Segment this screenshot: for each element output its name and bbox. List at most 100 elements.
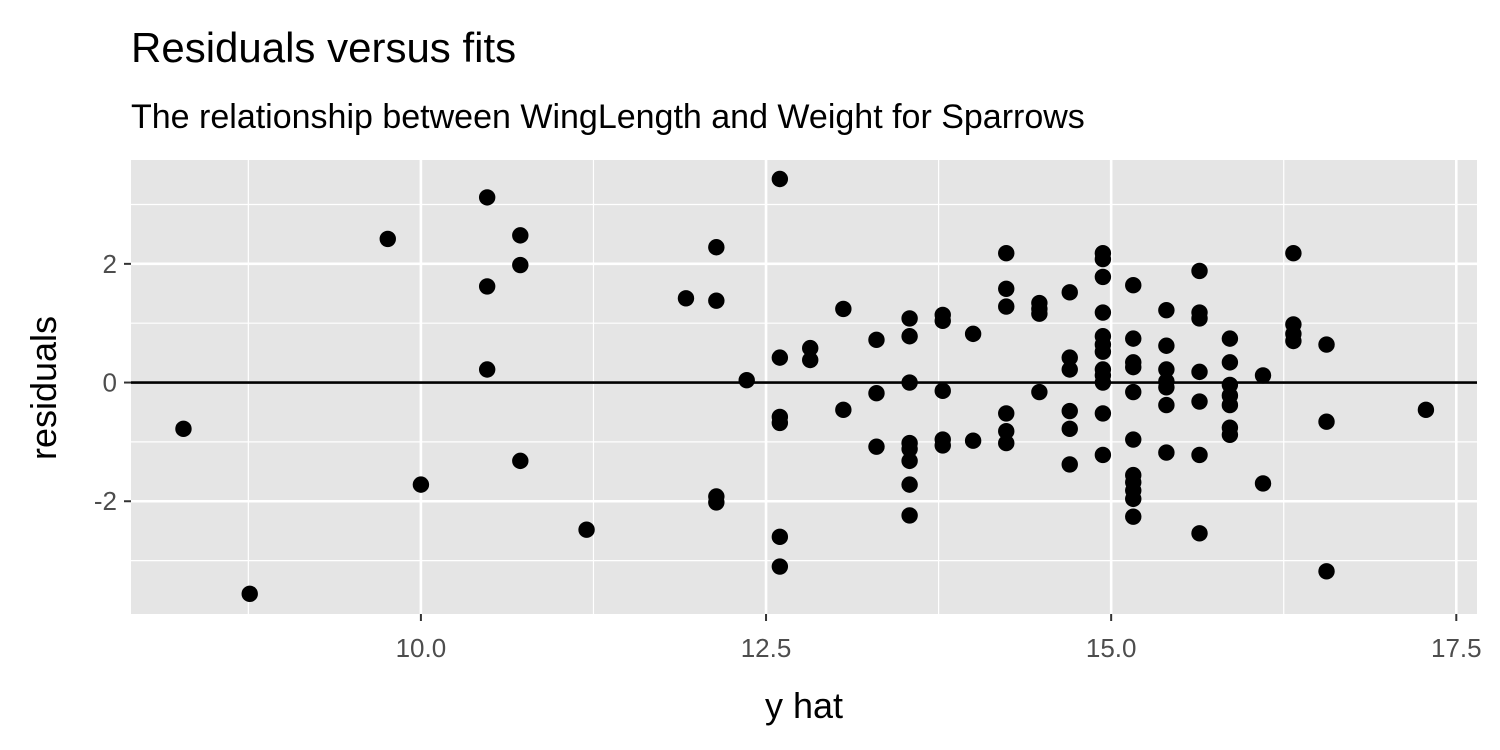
data-point xyxy=(1061,456,1078,473)
y-axis: -2 0 2 xyxy=(94,249,131,516)
data-point xyxy=(1285,332,1302,350)
data-point xyxy=(1254,367,1272,384)
data-point xyxy=(1094,374,1112,391)
data-point xyxy=(1125,383,1142,401)
chart-subtitle: The relationship between WingLength and … xyxy=(131,98,1085,136)
data-point xyxy=(901,310,918,327)
data-point xyxy=(1125,277,1142,294)
data-point xyxy=(478,361,496,378)
data-point xyxy=(1094,250,1112,268)
data-point xyxy=(1221,354,1239,371)
data-point xyxy=(934,312,951,330)
data-point xyxy=(901,452,918,470)
data-point xyxy=(175,420,192,438)
data-point xyxy=(1191,262,1208,280)
y-axis-title: residuals xyxy=(23,316,64,460)
data-point xyxy=(1221,396,1239,414)
data-point xyxy=(802,339,819,357)
y-tick-label: -2 xyxy=(94,486,117,516)
data-point xyxy=(1191,525,1208,542)
data-point xyxy=(241,585,258,603)
x-axis-title: y hat xyxy=(765,685,843,726)
grid-minor xyxy=(131,160,1477,614)
data-point xyxy=(478,189,496,206)
data-point xyxy=(512,227,529,244)
data-point xyxy=(934,382,951,400)
data-point xyxy=(1191,393,1208,410)
x-axis: 10.0 12.5 15.0 17.5 xyxy=(396,614,1482,663)
data-point xyxy=(771,414,789,432)
data-point xyxy=(998,298,1015,315)
data-point xyxy=(379,230,396,248)
chart-title: Residuals versus fits xyxy=(131,24,516,71)
data-point xyxy=(835,300,852,318)
data-point xyxy=(771,170,789,188)
data-point xyxy=(1061,361,1078,378)
data-point xyxy=(1125,330,1142,347)
data-point xyxy=(1031,305,1048,322)
data-point xyxy=(835,401,852,419)
data-point xyxy=(934,437,951,454)
y-tick-label: 2 xyxy=(103,249,117,279)
data-point xyxy=(1094,405,1112,422)
data-point xyxy=(677,290,695,307)
data-point xyxy=(1061,420,1078,438)
data-point xyxy=(901,374,918,391)
data-point xyxy=(1094,268,1112,286)
data-point xyxy=(1221,426,1239,443)
data-point xyxy=(512,256,529,274)
scatter-points xyxy=(175,170,1435,603)
data-point xyxy=(1158,337,1175,354)
data-point xyxy=(1158,301,1175,319)
data-point xyxy=(1158,379,1175,396)
data-point xyxy=(771,349,789,366)
data-point xyxy=(901,328,918,345)
x-tick-label: 15.0 xyxy=(1086,633,1137,663)
data-point xyxy=(1125,490,1142,508)
data-point xyxy=(1191,310,1208,327)
data-point xyxy=(1221,330,1239,347)
data-point xyxy=(901,440,918,458)
data-point xyxy=(1318,413,1335,430)
data-point xyxy=(708,239,725,256)
data-point xyxy=(901,476,918,493)
data-point xyxy=(771,528,789,546)
data-point xyxy=(964,325,982,343)
data-point xyxy=(1158,396,1175,414)
data-point xyxy=(1061,402,1078,420)
data-point xyxy=(1061,349,1078,366)
data-point xyxy=(708,494,725,511)
data-point xyxy=(802,351,819,369)
data-point xyxy=(1318,563,1335,580)
data-point xyxy=(1417,401,1435,419)
data-point xyxy=(1254,475,1272,492)
data-point xyxy=(1031,383,1048,401)
data-point xyxy=(708,292,725,309)
data-point xyxy=(998,423,1015,440)
data-point xyxy=(1158,444,1175,461)
data-point xyxy=(1191,363,1208,381)
data-point xyxy=(1094,343,1112,360)
data-point xyxy=(578,521,595,538)
data-point xyxy=(1094,446,1112,464)
y-tick-label: 0 xyxy=(103,368,117,398)
data-point xyxy=(771,558,789,575)
plot-panel xyxy=(131,160,1477,614)
x-tick-label: 12.5 xyxy=(741,633,792,663)
data-point xyxy=(1125,358,1142,376)
data-point xyxy=(1125,508,1142,525)
data-point xyxy=(1094,304,1112,321)
data-point xyxy=(901,507,918,524)
data-point xyxy=(1285,244,1302,262)
x-tick-label: 10.0 xyxy=(396,633,447,663)
data-point xyxy=(868,331,885,349)
data-point xyxy=(1191,446,1208,464)
data-point xyxy=(478,278,496,295)
data-point xyxy=(1125,431,1142,448)
data-point xyxy=(868,385,885,402)
data-point xyxy=(964,432,982,449)
data-point xyxy=(868,438,885,455)
data-point xyxy=(998,434,1015,452)
data-point xyxy=(998,405,1015,422)
